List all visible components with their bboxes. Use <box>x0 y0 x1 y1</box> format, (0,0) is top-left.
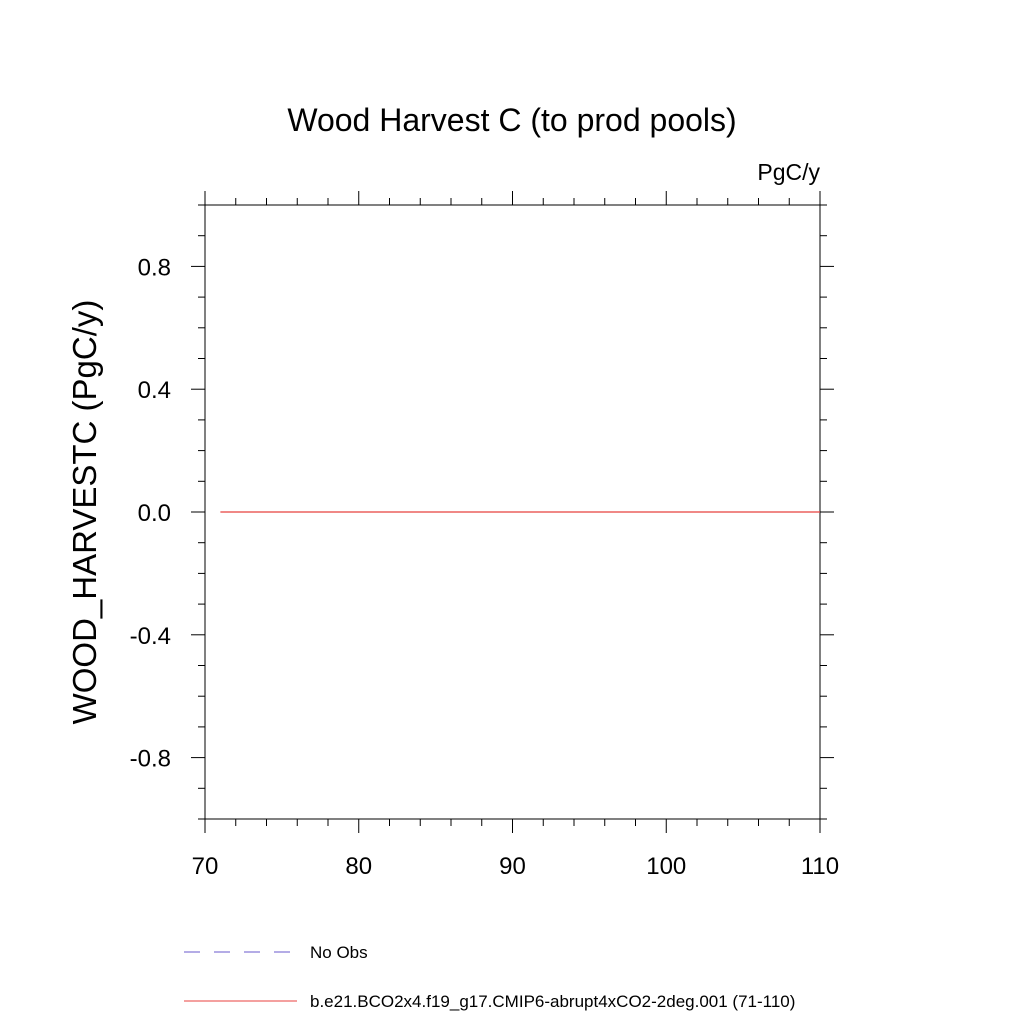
y-tick-label: -0.4 <box>130 623 171 650</box>
x-tick-label: 90 <box>499 853 526 880</box>
legend-label: b.e21.BCO2x4.f19_g17.CMIP6-abrupt4xCO2-2… <box>310 992 795 1011</box>
chart-title: Wood Harvest C (to prod pools) <box>287 102 736 138</box>
units-label: PgC/y <box>757 159 820 185</box>
y-axis: 0.8 0.4 0.0 -0.4 -0.8 <box>130 204 834 820</box>
legend-label: No Obs <box>310 943 368 962</box>
y-axis-label: WOOD_HARVESTC (PgC/y) <box>66 300 103 725</box>
legend: No Obs b.e21.BCO2x4.f19_g17.CMIP6-abrupt4… <box>184 943 795 1011</box>
y-tick-label: -0.8 <box>130 746 171 773</box>
y-tick-label: 0.0 <box>138 500 171 527</box>
x-tick-label: 80 <box>345 853 372 880</box>
x-axis: 70 80 90 100 110 <box>192 191 839 880</box>
x-tick-label: 100 <box>646 853 686 880</box>
y-tick-label: 0.4 <box>138 377 171 404</box>
y-tick-label: 0.8 <box>138 254 171 281</box>
x-tick-label: 110 <box>801 853 839 880</box>
x-tick-label: 70 <box>192 853 219 880</box>
